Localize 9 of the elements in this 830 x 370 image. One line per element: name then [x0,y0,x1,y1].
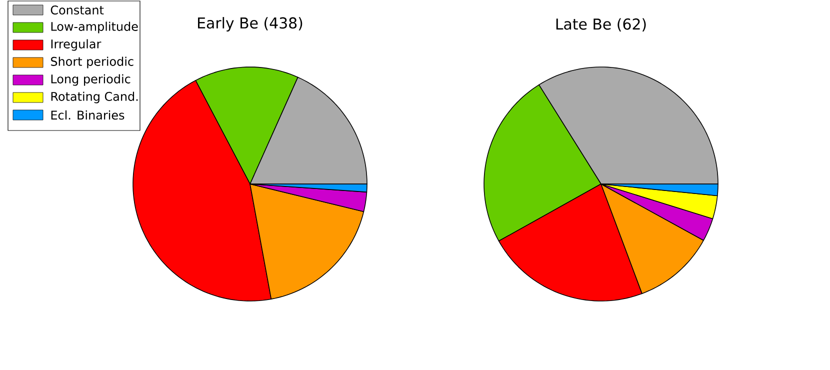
legend-label: Long periodic [51,74,130,86]
chart-title: Late Be (62) [556,18,646,32]
text: Early Be (438) [198,17,302,32]
legend-label: Low-amplitude [51,22,138,34]
legend-label: Ecl. Binaries [51,110,124,120]
legend-label: Short periodic [50,56,134,68]
legend-label: Irregular [51,39,102,51]
legend-label: Rotating Cand. [51,92,138,104]
legend-label: Constant [50,5,104,15]
